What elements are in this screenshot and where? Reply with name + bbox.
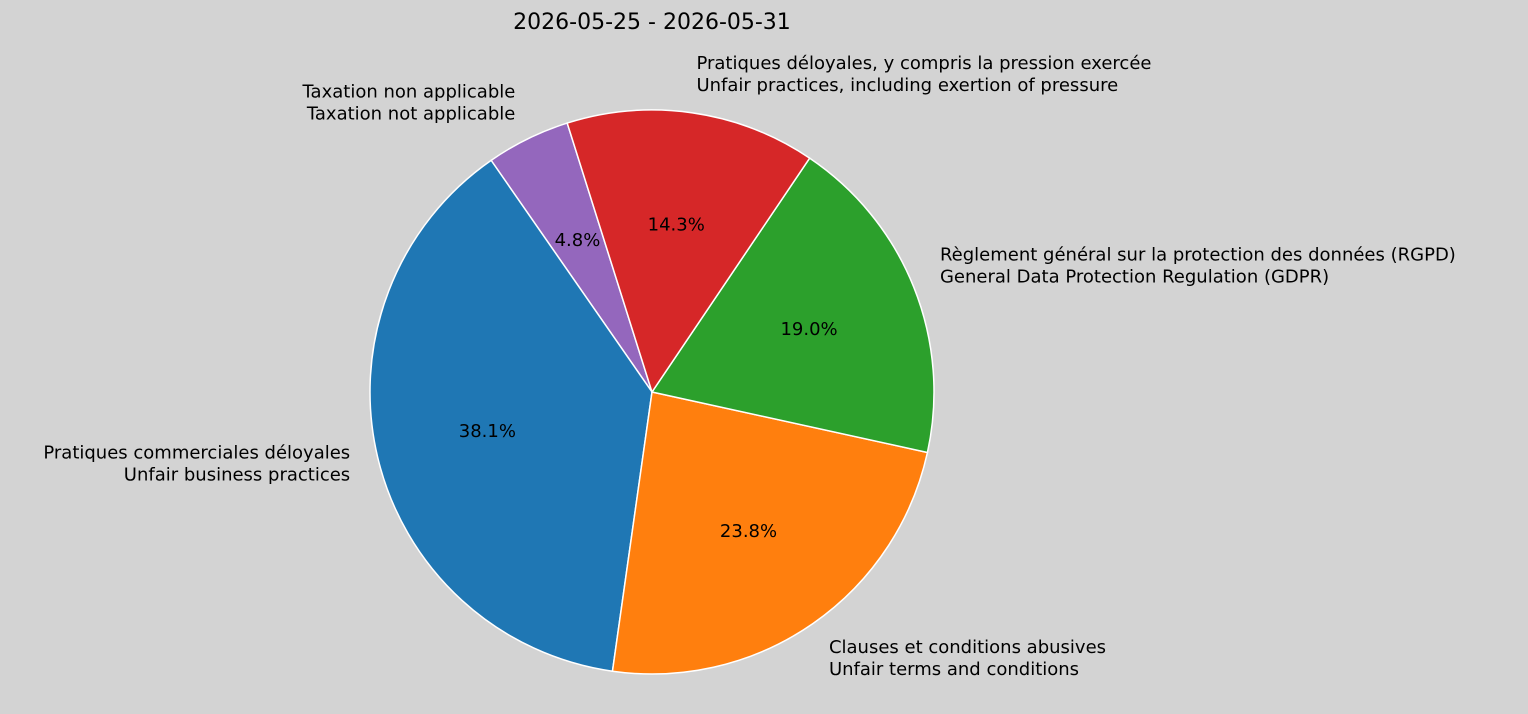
pie-labels: 4.8% Taxation non applicable Taxation not … [43, 53, 1455, 680]
slice-percent-label-1: 38.1% [459, 421, 516, 442]
slice-label-en-1: Unfair business practices [124, 465, 350, 486]
slice-label-4: Pratiques déloyales, y compris la pressi… [696, 53, 1151, 96]
slice-label-en-2: Unfair terms and conditions [829, 659, 1079, 680]
pie-slice-3 [650, 157, 935, 454]
slice-percent-label-4: 14.3% [648, 215, 705, 236]
slice-label-2: Clauses et conditions abusives Unfair ter… [829, 637, 1106, 680]
pie-slice-1 [369, 159, 653, 673]
slice-label-fr-0: Taxation non applicable [302, 82, 516, 103]
slice-label-fr-4: Pratiques déloyales, y compris la pressi… [696, 53, 1151, 74]
slice-percent-label-2: 23.8% [720, 521, 777, 542]
slice-label-en-0: Taxation not applicable [306, 104, 515, 125]
slice-label-0: Taxation non applicable Taxation not appl… [302, 82, 516, 125]
slice-label-en-4: Unfair practices, including exertion of … [696, 75, 1118, 96]
slice-percent-label-0: 4.8% [555, 230, 601, 251]
slice-label-3: Règlement général sur la protection des … [940, 245, 1456, 288]
slice-label-1: Pratiques commerciales déloyales Unfair b… [43, 443, 350, 486]
slice-label-fr-1: Pratiques commerciales déloyales [43, 443, 350, 464]
slice-label-en-3: General Data Protection Regulation (GDPR… [940, 267, 1329, 288]
chart-title: 2026-05-25 - 2026-05-31 [513, 10, 791, 35]
slice-label-fr-2: Clauses et conditions abusives [829, 637, 1106, 658]
pie-slice-2 [611, 391, 929, 675]
slice-percent-label-3: 19.0% [780, 319, 837, 340]
pie-slices [369, 109, 935, 675]
pie-slice-4 [566, 109, 811, 394]
slice-label-fr-3: Règlement général sur la protection des … [940, 245, 1456, 266]
